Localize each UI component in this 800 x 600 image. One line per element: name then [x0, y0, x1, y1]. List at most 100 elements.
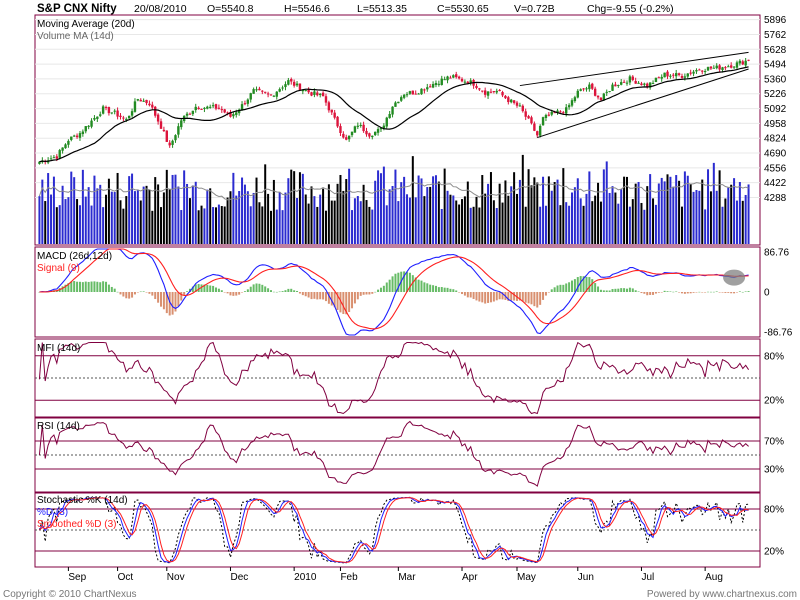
- macd-histogram-bar: [76, 281, 79, 292]
- candle-body: [151, 104, 154, 108]
- candle-body: [501, 92, 504, 96]
- volume-bar: [518, 179, 521, 244]
- volume-bar: [327, 184, 330, 244]
- volume-bar: [319, 194, 322, 244]
- volume-bars: [38, 154, 750, 244]
- candle-body: [52, 157, 56, 159]
- candle-body: [663, 72, 666, 78]
- volume-bar: [727, 187, 730, 244]
- volume-bar: [191, 185, 194, 244]
- macd-histogram-bar: [452, 289, 455, 292]
- volume-bar: [507, 195, 510, 244]
- volume-bar: [565, 202, 568, 244]
- volume-bar: [501, 202, 504, 244]
- candle-body: [402, 94, 406, 98]
- macd-histogram-bar: [680, 292, 683, 294]
- x-tick-label: Apr: [462, 572, 478, 583]
- candle-body: [431, 84, 435, 88]
- symbol-title: S&P CNX Nifty: [37, 3, 117, 15]
- price-legend-ma: Moving Average (20d): [37, 19, 135, 30]
- macd-histogram-bar: [278, 291, 281, 293]
- macd-histogram-bar: [602, 290, 605, 292]
- macd-histogram-bar: [628, 287, 631, 292]
- volume-bar: [145, 185, 148, 244]
- volume-bar: [524, 206, 527, 244]
- trend-line: [537, 68, 749, 139]
- candle-body: [683, 76, 687, 78]
- candle-body: [298, 83, 302, 91]
- volume-bar: [631, 199, 634, 244]
- stoch-smoothed-d-line: [39, 497, 749, 563]
- candle-body: [321, 92, 325, 97]
- macd-histogram-bar: [678, 292, 681, 293]
- volume-bar: [724, 198, 727, 244]
- macd-histogram-bar: [333, 292, 336, 308]
- volume-bar: [495, 208, 498, 244]
- macd-histogram-bar: [646, 292, 649, 296]
- macd-histogram-bar: [455, 290, 458, 292]
- candle-body: [715, 65, 718, 69]
- ma20-polyline: [39, 66, 749, 163]
- volume-bar: [41, 179, 44, 244]
- macd-histogram-bar: [249, 286, 252, 292]
- volume-bar: [90, 205, 93, 244]
- candle-body: [443, 79, 446, 81]
- volume-bar: [241, 177, 244, 244]
- macd-histogram-bar: [487, 292, 490, 303]
- volume-bar: [339, 174, 342, 244]
- macd-histogram-bar: [683, 292, 686, 294]
- candle-body: [350, 131, 354, 136]
- macd-histogram-bar: [136, 292, 139, 293]
- macd-highlight-marker: [723, 269, 746, 286]
- candle-body: [562, 112, 565, 114]
- candle-body: [347, 135, 351, 140]
- macd-histogram-bar: [139, 291, 142, 293]
- volume-bar: [547, 176, 550, 244]
- price-grid: [35, 19, 760, 198]
- candle-body: [492, 91, 496, 93]
- candle-body: [463, 81, 467, 83]
- volume-bar: [330, 200, 333, 244]
- candle-body: [226, 112, 229, 114]
- price-legend-volma: Volume MA (14d): [37, 31, 114, 42]
- price-tick-label: 5762: [764, 30, 787, 41]
- candle-body: [313, 91, 316, 95]
- macd-histogram-bar: [119, 292, 122, 295]
- candle-body: [185, 113, 189, 116]
- macd-histogram-bar: [640, 292, 643, 294]
- candle-body: [336, 116, 339, 127]
- volume-bar: [348, 168, 351, 244]
- candle-body: [394, 102, 397, 107]
- candle-body: [214, 104, 218, 109]
- volume-bar: [200, 205, 203, 244]
- volume-bar: [267, 193, 270, 244]
- candle-body: [127, 115, 131, 119]
- volume-bar: [81, 169, 84, 244]
- candle-body: [669, 75, 672, 77]
- copyright-text: Copyright © 2010 ChartNexus: [3, 589, 137, 600]
- volume-bar: [252, 192, 255, 244]
- macd-panel: 86.76 0 -86.76 MACD (26d,12d) Signal (9): [34, 246, 793, 339]
- candle-body: [249, 93, 252, 100]
- volume-bar: [232, 172, 235, 244]
- volume-bar: [420, 178, 423, 244]
- stoch-legend-sd: Smoothed %D (3): [37, 519, 116, 530]
- candle-body: [154, 106, 157, 116]
- macd-series: [38, 248, 750, 336]
- macd-histogram-bar: [267, 288, 270, 292]
- volume-bar: [290, 169, 293, 244]
- candle-body: [703, 71, 707, 73]
- price-tick-label: 5628: [764, 45, 787, 56]
- macd-histogram-bar: [128, 292, 131, 299]
- macd-histogram-bar: [489, 292, 492, 303]
- price-tick-label: 5092: [764, 104, 787, 115]
- volume-bar: [582, 205, 585, 244]
- macd-histogram-bar: [238, 292, 241, 295]
- volume-bar: [527, 169, 530, 244]
- candle-body: [605, 91, 608, 93]
- candle-body: [617, 85, 620, 87]
- macd-histogram-bar: [669, 291, 672, 292]
- volume-bar: [298, 172, 301, 244]
- macd-histogram-bar: [385, 282, 388, 292]
- macd-histogram-bar: [298, 292, 301, 294]
